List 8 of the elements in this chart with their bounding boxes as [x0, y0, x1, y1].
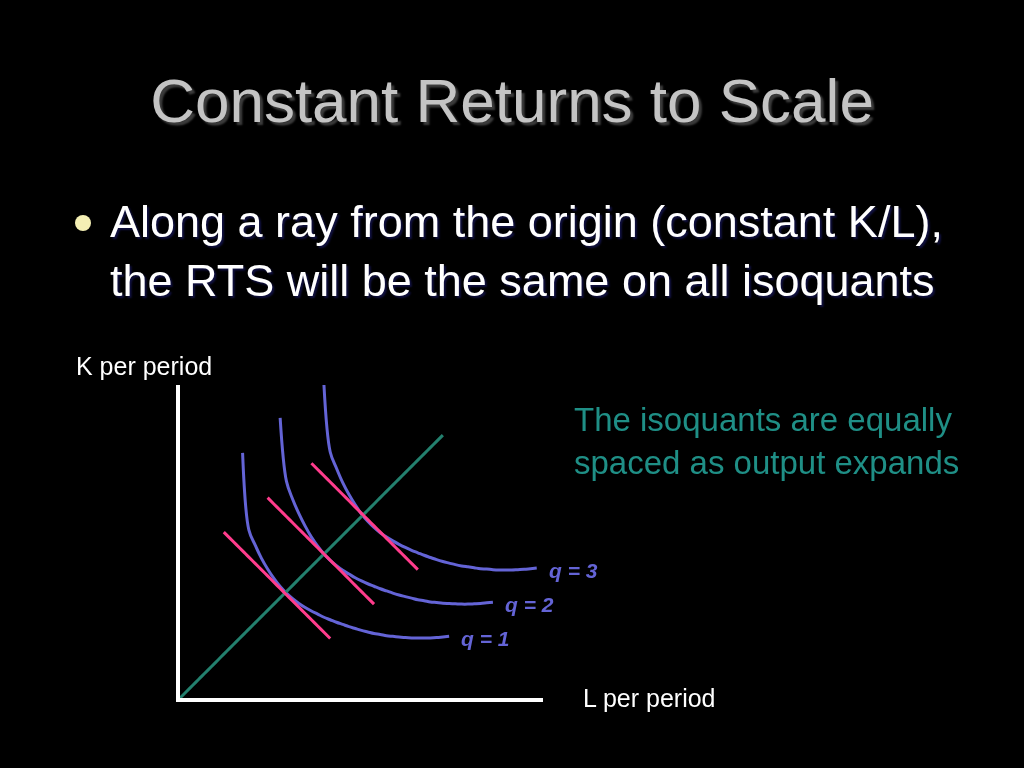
chart-title: Constant Returns to Scale [150, 65, 874, 135]
y-axis-title: K per period [76, 352, 213, 380]
chart-subtitle: Along a ray from the origin (constant K/L), the RTS will be the same on all isoquants [110, 196, 943, 306]
series-label: q = 3 [549, 559, 598, 582]
series-label: q = 2 [505, 593, 554, 616]
text: The isoquants are equally spaced as output expands [574, 401, 960, 481]
series-label: q = 1 [461, 627, 510, 650]
x-axis-title: L per period [583, 684, 716, 712]
